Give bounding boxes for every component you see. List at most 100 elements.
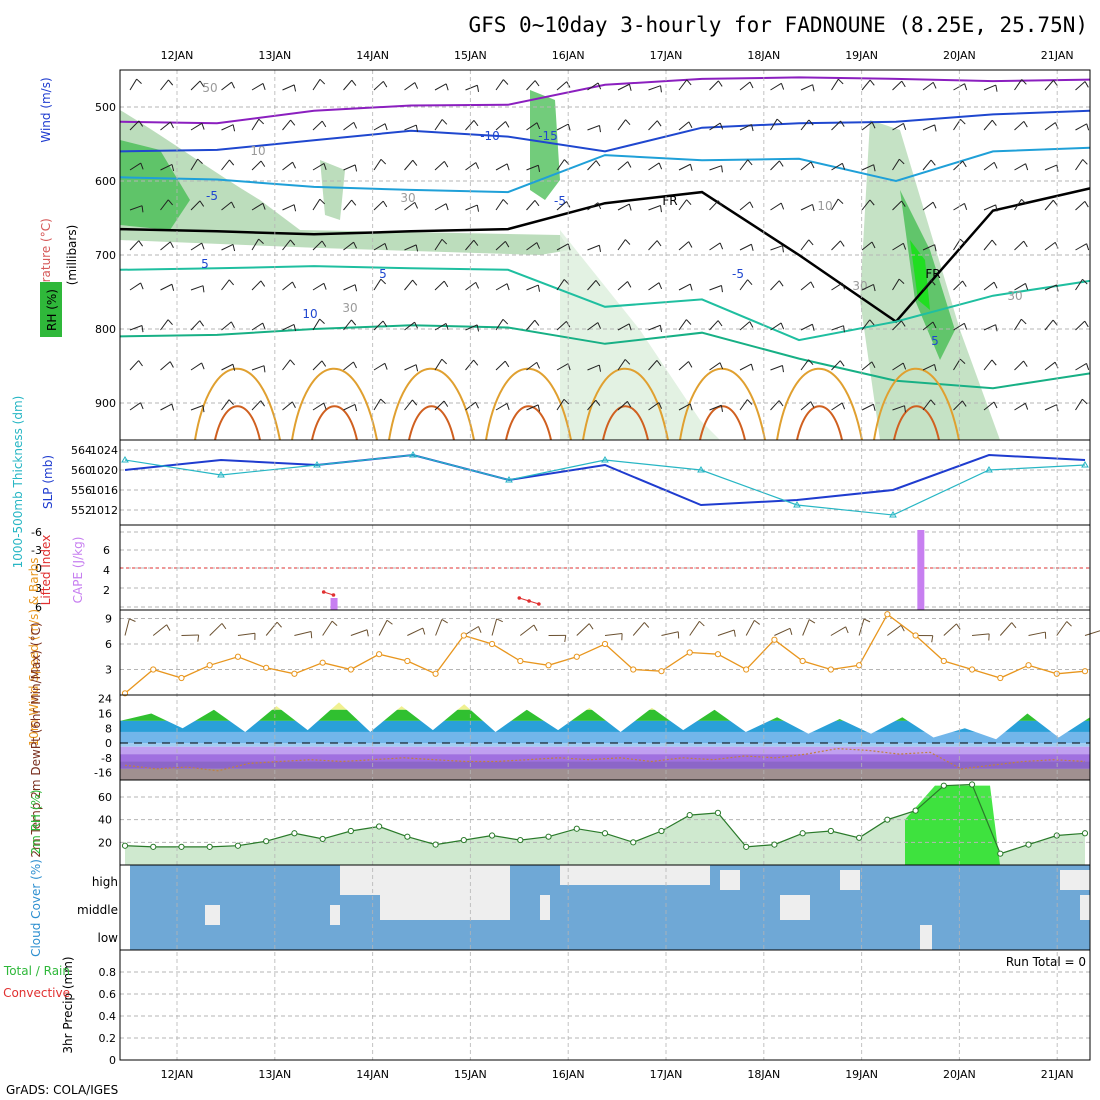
thickness-tick: 560 xyxy=(71,464,92,477)
wind-barb-flag xyxy=(228,399,234,406)
wind-barb-flag xyxy=(1084,201,1089,208)
wind-barb xyxy=(617,119,631,131)
wind-speed-marker xyxy=(856,662,863,669)
wind-barb-flag xyxy=(506,283,510,291)
isotherm-label: 30 xyxy=(852,279,867,293)
wind-barb xyxy=(587,244,602,252)
wind-barb-flag xyxy=(140,402,144,410)
wind-barb xyxy=(404,124,419,132)
wind-barb-shaft xyxy=(465,204,478,211)
wind-barb xyxy=(800,84,815,92)
wind-barb-shaft xyxy=(526,80,536,91)
wind-barb-flag xyxy=(719,242,724,250)
cloud-clear-block xyxy=(720,870,740,890)
wind-barb xyxy=(1014,360,1028,371)
wind-barb-flag xyxy=(838,78,844,85)
wind-barb-flag xyxy=(597,202,602,210)
wind-barb-shaft xyxy=(617,119,626,131)
li-marker xyxy=(331,593,336,597)
wind-barb-shaft xyxy=(282,359,291,371)
isotherm-label: FR xyxy=(662,194,677,208)
wind-barb-flag xyxy=(595,280,601,287)
wind-barb-flag xyxy=(719,362,724,370)
wind-barb xyxy=(282,401,296,411)
wind-barb xyxy=(251,400,266,411)
rh-marker xyxy=(714,809,722,816)
wind-barb-flag xyxy=(262,83,266,90)
wind-barb xyxy=(160,283,175,291)
wind-barb-shaft xyxy=(495,163,508,171)
slp-line xyxy=(124,453,1086,507)
wind-barb-flag xyxy=(292,161,296,169)
wind-barb-flag xyxy=(934,364,937,372)
wind-barb-shaft xyxy=(709,80,719,91)
isotherm-line xyxy=(119,76,1091,125)
rh-shading xyxy=(900,190,955,360)
wind-barb-shaft xyxy=(678,163,691,171)
wind-barb xyxy=(160,403,175,411)
wind-barb xyxy=(678,79,692,91)
wind-barb-shaft xyxy=(1044,319,1054,331)
wind-barb xyxy=(739,124,754,132)
wind-barb-flag xyxy=(901,200,906,207)
wind-barb xyxy=(983,84,998,92)
wind-barb xyxy=(770,280,784,291)
wind-speed-marker xyxy=(488,640,496,648)
wind-barb-shaft xyxy=(922,244,935,251)
wind-barb-shaft xyxy=(678,121,690,131)
wind-barb xyxy=(770,118,783,131)
wind-barb-shaft xyxy=(373,159,382,171)
wind-barb-shaft xyxy=(190,122,203,131)
wind-barb-flag xyxy=(260,400,266,407)
wind-barb-flag xyxy=(1052,319,1058,326)
wind-barb-flag xyxy=(323,163,327,170)
wind-barb-flag xyxy=(686,79,692,86)
slp-tick: 1016 xyxy=(90,484,118,497)
wind-barb-shaft xyxy=(800,239,810,251)
li-tick: 6 xyxy=(35,601,42,614)
thickness-label: 1000-500mb Thickness (dm) xyxy=(11,396,25,569)
surface-wind-barb-flag xyxy=(276,621,282,628)
wind-barb xyxy=(160,241,174,251)
surface-wind-barb xyxy=(1028,631,1047,639)
wind-barb-shaft xyxy=(648,324,661,331)
surface-wind-barb-shaft xyxy=(576,623,590,636)
wind-barb-shaft xyxy=(892,278,900,291)
wind-barb-flag xyxy=(412,279,418,286)
wind-barb-flag xyxy=(476,85,480,92)
wind-barb-flag xyxy=(869,79,875,86)
wind-barb-flag xyxy=(353,361,357,369)
wind-barb-shaft xyxy=(312,163,325,171)
thickness-line xyxy=(124,454,1086,516)
wind-barb-shaft xyxy=(922,159,932,171)
wind-barb-shaft xyxy=(861,319,871,331)
wind-barb-flag xyxy=(138,360,143,367)
rh-tick: 20 xyxy=(98,836,112,849)
wind-barb-flag xyxy=(475,162,480,169)
wind-barb-shaft xyxy=(587,322,599,331)
wind-barb xyxy=(526,319,540,331)
wind-barb-shaft xyxy=(404,364,417,371)
cloud-clear-block xyxy=(330,905,340,925)
temp-band xyxy=(120,731,1090,744)
wind-barb xyxy=(1075,278,1088,291)
temp-tick: -8 xyxy=(101,752,112,765)
surface-wind-barb-flag xyxy=(644,622,650,628)
wind-barb xyxy=(526,200,540,211)
wind-barb-flag xyxy=(199,320,205,327)
wind-barb-flag xyxy=(1054,242,1059,249)
wind-barb-flag xyxy=(1082,159,1088,165)
wind-barb-flag xyxy=(321,240,327,247)
wind-barb-shaft xyxy=(770,202,782,211)
wind-barb-flag xyxy=(445,323,449,330)
cape-bar xyxy=(917,530,925,610)
warm-contour xyxy=(602,405,649,441)
surface-wind-barb-shaft xyxy=(548,634,566,636)
cloud-clear-block xyxy=(920,925,932,950)
temp-tick: 0 xyxy=(105,737,112,750)
wind-barb xyxy=(892,278,905,291)
wind-barb-shaft xyxy=(831,402,843,411)
wind-barb xyxy=(648,240,662,251)
rh-marker xyxy=(178,843,185,850)
wind-barb xyxy=(983,204,998,212)
